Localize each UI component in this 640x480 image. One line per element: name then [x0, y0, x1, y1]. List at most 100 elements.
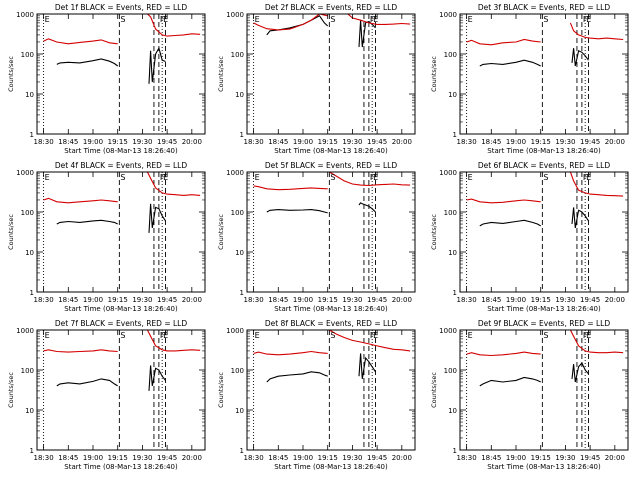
series-events-line: [148, 203, 166, 233]
x-tick-label: 19:15: [108, 454, 128, 462]
series-lld-line: [147, 14, 201, 37]
x-tick-label: 19:45: [580, 138, 600, 146]
x-tick-label: 18:30: [33, 454, 53, 462]
y-tick-label: 10: [25, 407, 34, 415]
y-tick-label: 1: [240, 131, 244, 139]
x-tick-label: 19:30: [342, 454, 362, 462]
y-tick-label: 1000: [439, 169, 457, 177]
y-tick-label: 100: [21, 367, 34, 375]
y-tick-label: 1: [240, 289, 244, 297]
x-tick-label: 18:30: [243, 454, 263, 462]
y-tick-label: 100: [231, 51, 244, 59]
series-events-line: [571, 207, 589, 229]
plot-area: [466, 14, 624, 134]
series-lld-line: [466, 198, 541, 204]
marker-label: E: [45, 331, 50, 340]
x-axis-label: Start Time (08-Mar-13 18:26:40): [64, 463, 178, 471]
plot-area: [253, 172, 411, 292]
axes-frame: [246, 329, 416, 451]
axes-frame: [246, 13, 416, 135]
marker-label: E: [255, 173, 260, 182]
series-lld-line: [253, 185, 328, 191]
series-lld-line: [43, 38, 118, 45]
y-tick-label: 100: [444, 51, 457, 59]
x-tick-label: 19:15: [108, 296, 128, 304]
x-axis-label: Start Time (08-Mar-13 18:26:40): [274, 305, 388, 313]
series-events-line: [266, 15, 329, 36]
x-tick-label: 19:15: [108, 138, 128, 146]
x-tick-label: 20:00: [605, 296, 625, 304]
x-tick-label: 18:30: [33, 138, 53, 146]
plot-area: [43, 14, 201, 134]
x-tick-label: 19:45: [367, 138, 387, 146]
y-tick-label: 100: [231, 209, 244, 217]
series-lld-line: [569, 22, 624, 41]
x-axis-label: Start Time (08-Mar-13 18:26:40): [64, 147, 178, 155]
marker-label: E: [255, 331, 260, 340]
marker-label: F: [583, 15, 588, 24]
marker-label: E: [163, 15, 168, 24]
x-tick-label: 19:15: [531, 454, 551, 462]
x-tick-label: 19:30: [555, 296, 575, 304]
panel-title: Det 5f BLACK = Events, RED = LLD: [265, 161, 398, 170]
series-events-line: [56, 378, 118, 387]
y-tick-label: 10: [235, 407, 244, 415]
x-tick-label: 18:30: [456, 296, 476, 304]
y-tick-label: 10: [448, 91, 457, 99]
marker-label: E: [45, 173, 50, 182]
marker-label: E: [468, 173, 473, 182]
marker-label: E: [163, 173, 168, 182]
series-events-line: [148, 365, 166, 391]
x-tick-label: 19:00: [293, 454, 313, 462]
y-tick-label: 10: [235, 91, 244, 99]
y-axis-label: Counts/sec: [7, 372, 15, 408]
marker-label: S: [543, 173, 548, 182]
x-tick-label: 19:30: [342, 296, 362, 304]
y-axis-label: Counts/sec: [217, 372, 225, 408]
marker-label: S: [120, 331, 125, 340]
series-events-line: [358, 20, 376, 48]
x-tick-label: 19:00: [506, 296, 526, 304]
x-axis-label: Start Time (08-Mar-13 18:26:40): [487, 305, 601, 313]
panel-title: Det 2f BLACK = Events, RED = LLD: [265, 3, 398, 12]
x-tick-label: 20:00: [182, 296, 202, 304]
x-tick-label: 20:00: [182, 454, 202, 462]
series-events-line: [358, 353, 376, 379]
series-lld-line: [569, 172, 624, 197]
x-tick-label: 19:15: [318, 454, 338, 462]
y-tick-label: 10: [25, 91, 34, 99]
x-tick-label: 20:00: [605, 454, 625, 462]
x-tick-label: 19:30: [342, 138, 362, 146]
series-events-line: [571, 48, 589, 67]
x-tick-label: 20:00: [392, 296, 412, 304]
panel-det-1: Det 1f BLACK = Events, RED = LLD Start Ti…: [7, 3, 206, 155]
marker-label: S: [543, 331, 548, 340]
series-events-line: [358, 202, 376, 213]
panel-det-8: Det 8f BLACK = Events, RED = LLD Start Ti…: [217, 319, 416, 471]
series-lld-line: [466, 351, 541, 357]
panel-title: Det 4f BLACK = Events, RED = LLD: [55, 161, 188, 170]
y-tick-label: 100: [444, 367, 457, 375]
series-events-line: [56, 219, 118, 225]
x-tick-label: 18:45: [58, 454, 78, 462]
y-tick-label: 1000: [16, 169, 34, 177]
panel-det-3: Det 3f BLACK = Events, RED = LLD Start Ti…: [430, 3, 629, 155]
x-tick-label: 19:30: [555, 454, 575, 462]
y-tick-label: 100: [21, 51, 34, 59]
plot-area: [253, 330, 411, 450]
x-tick-label: 19:30: [555, 138, 575, 146]
series-lld-line: [569, 330, 624, 354]
marker-label: E: [586, 331, 591, 340]
x-tick-label: 18:30: [243, 138, 263, 146]
series-events-line: [479, 376, 541, 387]
marker-label: F: [160, 15, 165, 24]
axes-frame: [459, 329, 629, 451]
series-events-line: [479, 59, 541, 67]
x-tick-label: 18:45: [268, 454, 288, 462]
x-tick-label: 18:45: [268, 138, 288, 146]
axes-frame: [246, 171, 416, 293]
y-axis-label: Counts/sec: [430, 56, 438, 92]
marker-label: E: [45, 15, 50, 24]
x-tick-label: 19:30: [132, 454, 152, 462]
